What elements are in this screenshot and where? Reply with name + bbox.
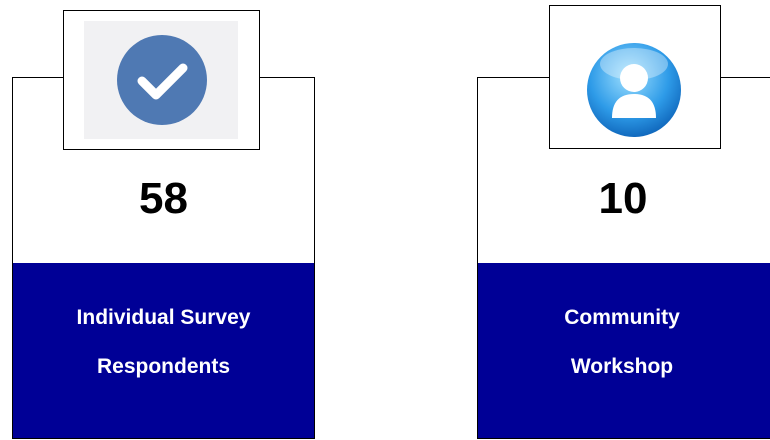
icon-box: [63, 10, 260, 150]
label-line: Workshop: [570, 355, 674, 378]
check-icon: [84, 21, 238, 139]
label-line: Community: [564, 306, 680, 329]
card-label: Individual Survey Respondents: [13, 263, 314, 438]
card-top: 58: [13, 78, 314, 263]
label-line: Respondents: [96, 355, 230, 378]
card-value: 10: [598, 174, 648, 223]
card-top: 10: [478, 78, 770, 263]
person-icon: [587, 43, 681, 137]
card-label: Community Workshop: [478, 263, 770, 438]
card: 10 Community Workshop: [477, 77, 770, 439]
icon-box: [549, 5, 721, 149]
card-value: 58: [139, 174, 188, 223]
label-line: Individual Survey: [76, 306, 251, 329]
